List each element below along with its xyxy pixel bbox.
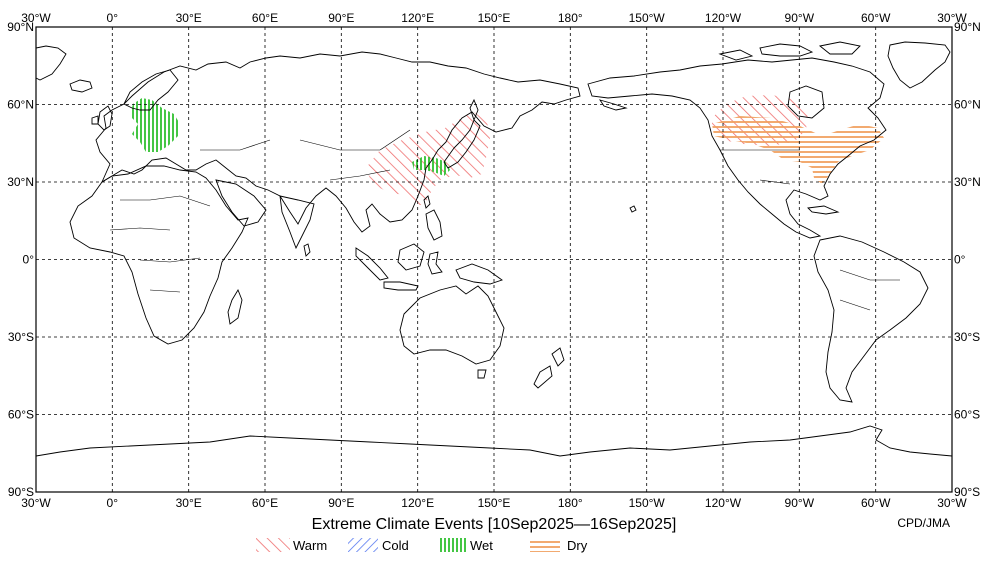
lon-label: 30°W bbox=[21, 11, 51, 25]
lon-label: 90°E bbox=[328, 11, 354, 25]
greenland-coast-wrap bbox=[36, 45, 67, 81]
lon-labels-bottom: 30°W 0° 30°E 60°E 90°E 120°E 150°E 180° … bbox=[21, 496, 967, 510]
lon-label: 30°W bbox=[937, 11, 967, 25]
legend: Warm Cold Wet Dry bbox=[256, 538, 588, 553]
iceland-coast bbox=[69, 79, 93, 93]
lat-labels-right: 90°N 60°N 30°N 0° 30°S 60°S 90°S bbox=[954, 20, 981, 499]
legend-swatch-warm bbox=[256, 538, 290, 552]
philippines-coast bbox=[425, 209, 443, 241]
british-isles-coast bbox=[91, 105, 113, 131]
legend-label-warm: Warm bbox=[293, 538, 327, 553]
cuba-coast bbox=[807, 205, 840, 215]
lon-label: 150°W bbox=[629, 496, 666, 510]
lon-label: 60°E bbox=[252, 496, 278, 510]
borneo-coast bbox=[397, 243, 425, 271]
sri-lanka-coast bbox=[303, 243, 311, 257]
taiwan-coast bbox=[423, 195, 431, 209]
australia-coast bbox=[399, 285, 505, 365]
legend-item-wet: Wet bbox=[440, 538, 493, 553]
hudson-bay-coast bbox=[787, 85, 825, 119]
africa-coast bbox=[69, 165, 249, 345]
legend-label-wet: Wet bbox=[470, 538, 493, 553]
new-zealand-coast bbox=[533, 347, 565, 389]
sumatra-coast bbox=[355, 247, 389, 281]
wet-area-europe bbox=[130, 98, 180, 152]
lon-label: 30°E bbox=[176, 496, 202, 510]
lat-label: 60°S bbox=[8, 408, 34, 422]
event-areas bbox=[130, 95, 884, 206]
lat-label: 30°N bbox=[7, 175, 34, 189]
lat-label: 0° bbox=[954, 253, 966, 267]
lon-label: 180° bbox=[558, 496, 583, 510]
lon-label: 0° bbox=[107, 496, 119, 510]
lon-label: 30°W bbox=[937, 496, 967, 510]
lat-label: 60°N bbox=[7, 98, 34, 112]
lon-label: 120°E bbox=[401, 11, 434, 25]
lat-label: 0° bbox=[23, 253, 35, 267]
lon-label: 0° bbox=[107, 11, 119, 25]
legend-label-dry: Dry bbox=[567, 538, 588, 553]
graticule bbox=[36, 27, 952, 492]
north-america-coast bbox=[587, 57, 887, 239]
wet-area-ne-china bbox=[412, 156, 450, 176]
lon-label: 120°W bbox=[705, 496, 742, 510]
lat-labels-left: 90°N 60°N 30°N 0° 30°S 60°S 90°S bbox=[7, 20, 34, 499]
eurasia-coast bbox=[95, 51, 581, 233]
lon-label: 180° bbox=[558, 11, 583, 25]
arctic-islands-coast bbox=[718, 41, 861, 61]
lon-label: 120°E bbox=[401, 496, 434, 510]
legend-swatch-dry bbox=[530, 538, 560, 552]
lon-label: 30°E bbox=[176, 11, 202, 25]
legend-item-dry: Dry bbox=[530, 538, 588, 553]
legend-swatch-cold bbox=[348, 538, 378, 552]
japan-coast bbox=[443, 119, 481, 169]
lat-label: 30°N bbox=[954, 175, 981, 189]
antarctica-coast bbox=[36, 425, 952, 457]
lon-label: 60°W bbox=[861, 496, 891, 510]
legend-label-cold: Cold bbox=[382, 538, 409, 553]
lat-label: 30°S bbox=[954, 330, 980, 344]
lon-label: 30°W bbox=[21, 496, 51, 510]
hawaii-coast bbox=[629, 205, 637, 213]
lat-label: 30°S bbox=[8, 330, 34, 344]
lon-label: 90°W bbox=[785, 11, 815, 25]
south-america-coast bbox=[813, 235, 929, 403]
new-guinea-coast bbox=[455, 263, 503, 285]
lon-label: 120°W bbox=[705, 11, 742, 25]
lon-label: 60°W bbox=[861, 11, 891, 25]
coastlines bbox=[36, 41, 952, 457]
lat-label: 90°N bbox=[7, 20, 34, 34]
lat-label: 90°N bbox=[954, 20, 981, 34]
lat-label: 60°S bbox=[954, 408, 980, 422]
legend-swatch-wet bbox=[440, 538, 466, 552]
madagascar-coast bbox=[227, 288, 243, 325]
lat-label: 60°N bbox=[954, 98, 981, 112]
alaska-islands-coast bbox=[598, 99, 628, 111]
lon-label: 90°W bbox=[785, 496, 815, 510]
lat-label: 90°S bbox=[954, 485, 980, 499]
lon-label: 150°W bbox=[629, 11, 666, 25]
sulawesi-coast bbox=[427, 251, 443, 275]
tasmania-coast bbox=[477, 369, 487, 379]
greenland-coast bbox=[887, 41, 951, 89]
lon-label: 150°E bbox=[478, 496, 511, 510]
lon-label: 90°E bbox=[328, 496, 354, 510]
java-coast bbox=[383, 281, 419, 291]
sakhalin-coast bbox=[469, 98, 479, 122]
credit-label: CPD/JMA bbox=[897, 516, 950, 530]
lon-labels-top: 30°W 0° 30°E 60°E 90°E 120°E 150°E 180° … bbox=[21, 11, 967, 25]
lat-label: 90°S bbox=[8, 485, 34, 499]
lon-label: 60°E bbox=[252, 11, 278, 25]
map-title: Extreme Climate Events [10Sep2025—16Sep2… bbox=[312, 516, 677, 533]
scandinavia-coast bbox=[123, 69, 179, 111]
arabia-coast bbox=[215, 179, 267, 227]
india-coast bbox=[279, 195, 315, 250]
lon-label: 150°E bbox=[478, 11, 511, 25]
legend-item-warm: Warm bbox=[256, 538, 327, 553]
legend-item-cold: Cold bbox=[348, 538, 409, 553]
